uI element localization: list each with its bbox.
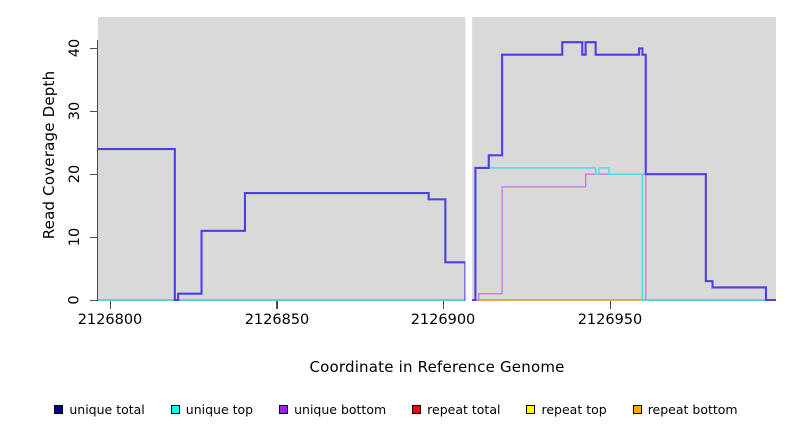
legend-swatch-icon xyxy=(279,404,289,414)
y-tick-text-10: 10 xyxy=(66,227,83,247)
y-axis-line xyxy=(96,40,98,301)
legend-item-repeat-top[interactable]: repeat top xyxy=(526,401,607,417)
chart-legend: unique total unique top unique bottom repea… xyxy=(0,398,792,420)
legend-swatch-icon xyxy=(170,404,180,414)
y-tick-mark-10 xyxy=(90,236,98,238)
legend-swatch-icon xyxy=(54,404,64,414)
legend-item-unique-total[interactable]: unique total xyxy=(54,401,145,417)
y-tick-label-0: 0 xyxy=(60,285,90,315)
y-tick-label-30: 30 xyxy=(60,96,90,126)
x-tick-label-2126800: 2126800 xyxy=(77,312,143,328)
y-tick-label-20: 20 xyxy=(60,159,90,189)
legend-item-repeat-bottom[interactable]: repeat bottom xyxy=(632,401,738,417)
legend-label: unique bottom xyxy=(294,401,387,417)
y-tick-text-40: 40 xyxy=(66,38,83,58)
x-axis-title: Coordinate in Reference Genome xyxy=(309,358,565,376)
x-tick-mark-2126900 xyxy=(443,301,445,309)
y-tick-text-0: 0 xyxy=(66,295,83,305)
y-axis-title: Read Coverage Depth xyxy=(40,70,58,240)
x-tick-label-2126900: 2126900 xyxy=(410,312,476,328)
series-unique-total xyxy=(98,41,776,301)
coverage-gap-band xyxy=(465,17,473,301)
plot-canvas xyxy=(98,17,776,301)
y-tick-mark-0 xyxy=(90,299,98,301)
y-tick-mark-30 xyxy=(90,110,98,112)
legend-swatch-icon xyxy=(412,404,422,414)
x-tick-mark-2126800 xyxy=(109,301,111,309)
y-tick-text-30: 30 xyxy=(66,101,83,121)
x-tick-label-2126950: 2126950 xyxy=(577,312,643,328)
series-unique-top xyxy=(98,167,776,301)
y-tick-label-40: 40 xyxy=(60,33,90,63)
series-unique-bottom xyxy=(98,173,776,301)
legend-label: unique total xyxy=(69,401,145,417)
legend-label: repeat top xyxy=(541,401,607,417)
x-tick-label-2126850: 2126850 xyxy=(244,312,310,328)
legend-label: repeat total xyxy=(427,401,501,417)
plot-panel xyxy=(98,17,776,301)
legend-swatch-icon xyxy=(526,404,536,414)
legend-label: unique top xyxy=(185,401,254,417)
y-tick-label-10: 10 xyxy=(60,222,90,252)
y-tick-mark-40 xyxy=(90,47,98,49)
legend-item-unique-top[interactable]: unique top xyxy=(170,401,254,417)
x-tick-mark-2126850 xyxy=(276,301,278,309)
legend-item-unique-bottom[interactable]: unique bottom xyxy=(279,402,386,417)
y-tick-mark-20 xyxy=(90,173,98,175)
legend-label: repeat bottom xyxy=(647,401,738,417)
y-tick-text-20: 20 xyxy=(66,164,83,184)
legend-swatch-icon xyxy=(632,404,642,414)
x-tick-mark-2126950 xyxy=(609,301,611,309)
legend-item-repeat-total[interactable]: repeat total xyxy=(412,402,500,417)
